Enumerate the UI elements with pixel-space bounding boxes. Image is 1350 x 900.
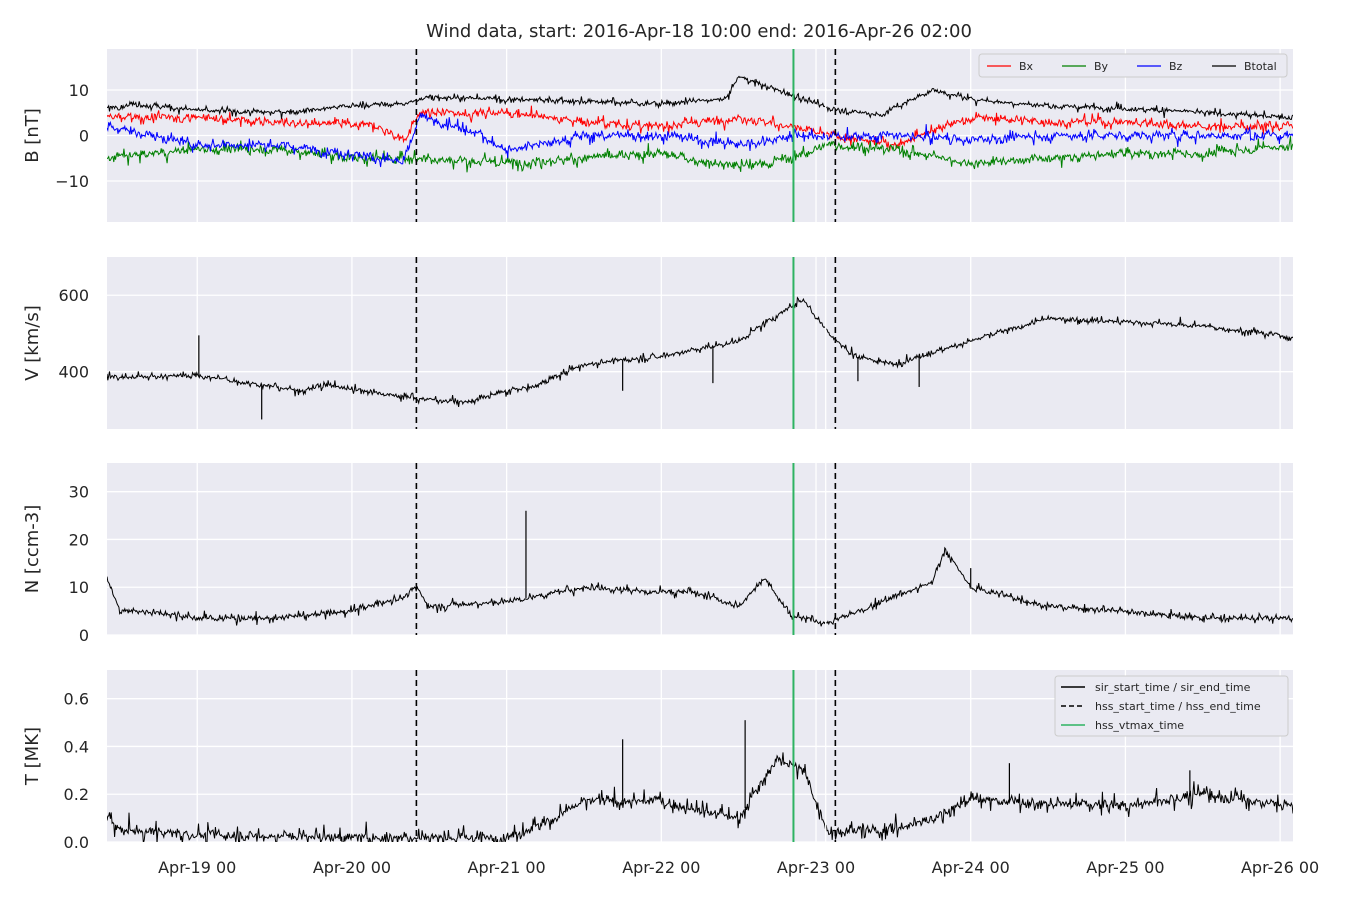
- y-axis-label: T [MK]: [22, 727, 43, 786]
- panel-B: −10 0 10 B [nT] Bx By Bz Btotal: [22, 49, 1293, 222]
- panel-N: 0 10 20 30 N [ccm-3]: [22, 463, 1293, 645]
- y-tick-label: 0: [79, 127, 89, 146]
- legend-label: hss_start_time / hss_end_time: [1095, 700, 1261, 713]
- x-tick-label: Apr-22 00: [622, 858, 700, 877]
- panel-V: 400 600 V [km/s]: [22, 257, 1293, 429]
- y-tick-label: 20: [69, 530, 89, 549]
- y-tick-label: 0.6: [64, 690, 89, 709]
- y-tick-label: 0.2: [64, 785, 89, 804]
- legend-label-bz: Bz: [1169, 60, 1183, 73]
- legend-label: hss_vtmax_time: [1095, 719, 1184, 732]
- y-tick-label: 0.0: [64, 833, 89, 852]
- legend-label-bx: Bx: [1019, 60, 1034, 73]
- series-line-btotal: [107, 75, 1293, 121]
- series-line-bz: [107, 112, 1293, 168]
- series-line-v: [107, 296, 1293, 407]
- y-tick-label: 30: [69, 483, 89, 502]
- y-axis-label: B [nT]: [22, 108, 43, 163]
- x-tick-label: Apr-20 00: [313, 858, 391, 877]
- x-tick-label: Apr-26 00: [1241, 858, 1319, 877]
- legend-box: [978, 53, 1288, 78]
- x-tick-label: Apr-24 00: [932, 858, 1010, 877]
- panels-group: −10 0 10 B [nT] Bx By Bz Btotal 400 600 V [km/s] 0 1…: [22, 49, 1319, 877]
- panel-V-data: [107, 296, 1293, 420]
- legend-label-by: By: [1094, 60, 1109, 73]
- legend-t: sir_start_time / sir_end_time hss_start_t…: [1054, 675, 1289, 737]
- x-tick-label: Apr-25 00: [1086, 858, 1164, 877]
- panel-B-data: [107, 75, 1293, 173]
- legend-b: Bx By Bz Btotal: [978, 53, 1288, 78]
- figure-title: Wind data, start: 2016-Apr-18 10:00 end:…: [426, 21, 972, 42]
- y-axis-label: N [ccm-3]: [22, 505, 43, 594]
- y-tick-label: 10: [69, 81, 89, 100]
- y-tick-label: −10: [55, 172, 89, 191]
- x-tick-label: Apr-21 00: [468, 858, 546, 877]
- panel-T-data: [107, 720, 1293, 842]
- x-tick-label: Apr-19 00: [158, 858, 236, 877]
- y-tick-label: 600: [58, 286, 89, 305]
- panel-T: 0.0 0.2 0.4 0.6 T [MK] sir_start_time / sir_e…: [22, 670, 1319, 877]
- x-tick-label: Apr-23 00: [777, 858, 855, 877]
- series-line-t: [107, 752, 1293, 842]
- legend-label-btotal: Btotal: [1244, 60, 1277, 73]
- series-line-bx: [107, 105, 1293, 151]
- panel-N-data: [107, 510, 1293, 627]
- series-line-by: [107, 136, 1293, 173]
- y-tick-label: 400: [58, 363, 89, 382]
- panel-N-background: [107, 463, 1293, 635]
- y-tick-label: 10: [69, 578, 89, 597]
- legend-label: sir_start_time / sir_end_time: [1095, 681, 1251, 694]
- panel-V-background: [107, 257, 1293, 429]
- y-tick-label: 0.4: [64, 737, 89, 756]
- y-tick-label: 0: [79, 626, 89, 645]
- legend-box: [1054, 675, 1289, 737]
- series-line-n: [107, 546, 1293, 627]
- y-axis-label: V [km/s]: [22, 305, 43, 380]
